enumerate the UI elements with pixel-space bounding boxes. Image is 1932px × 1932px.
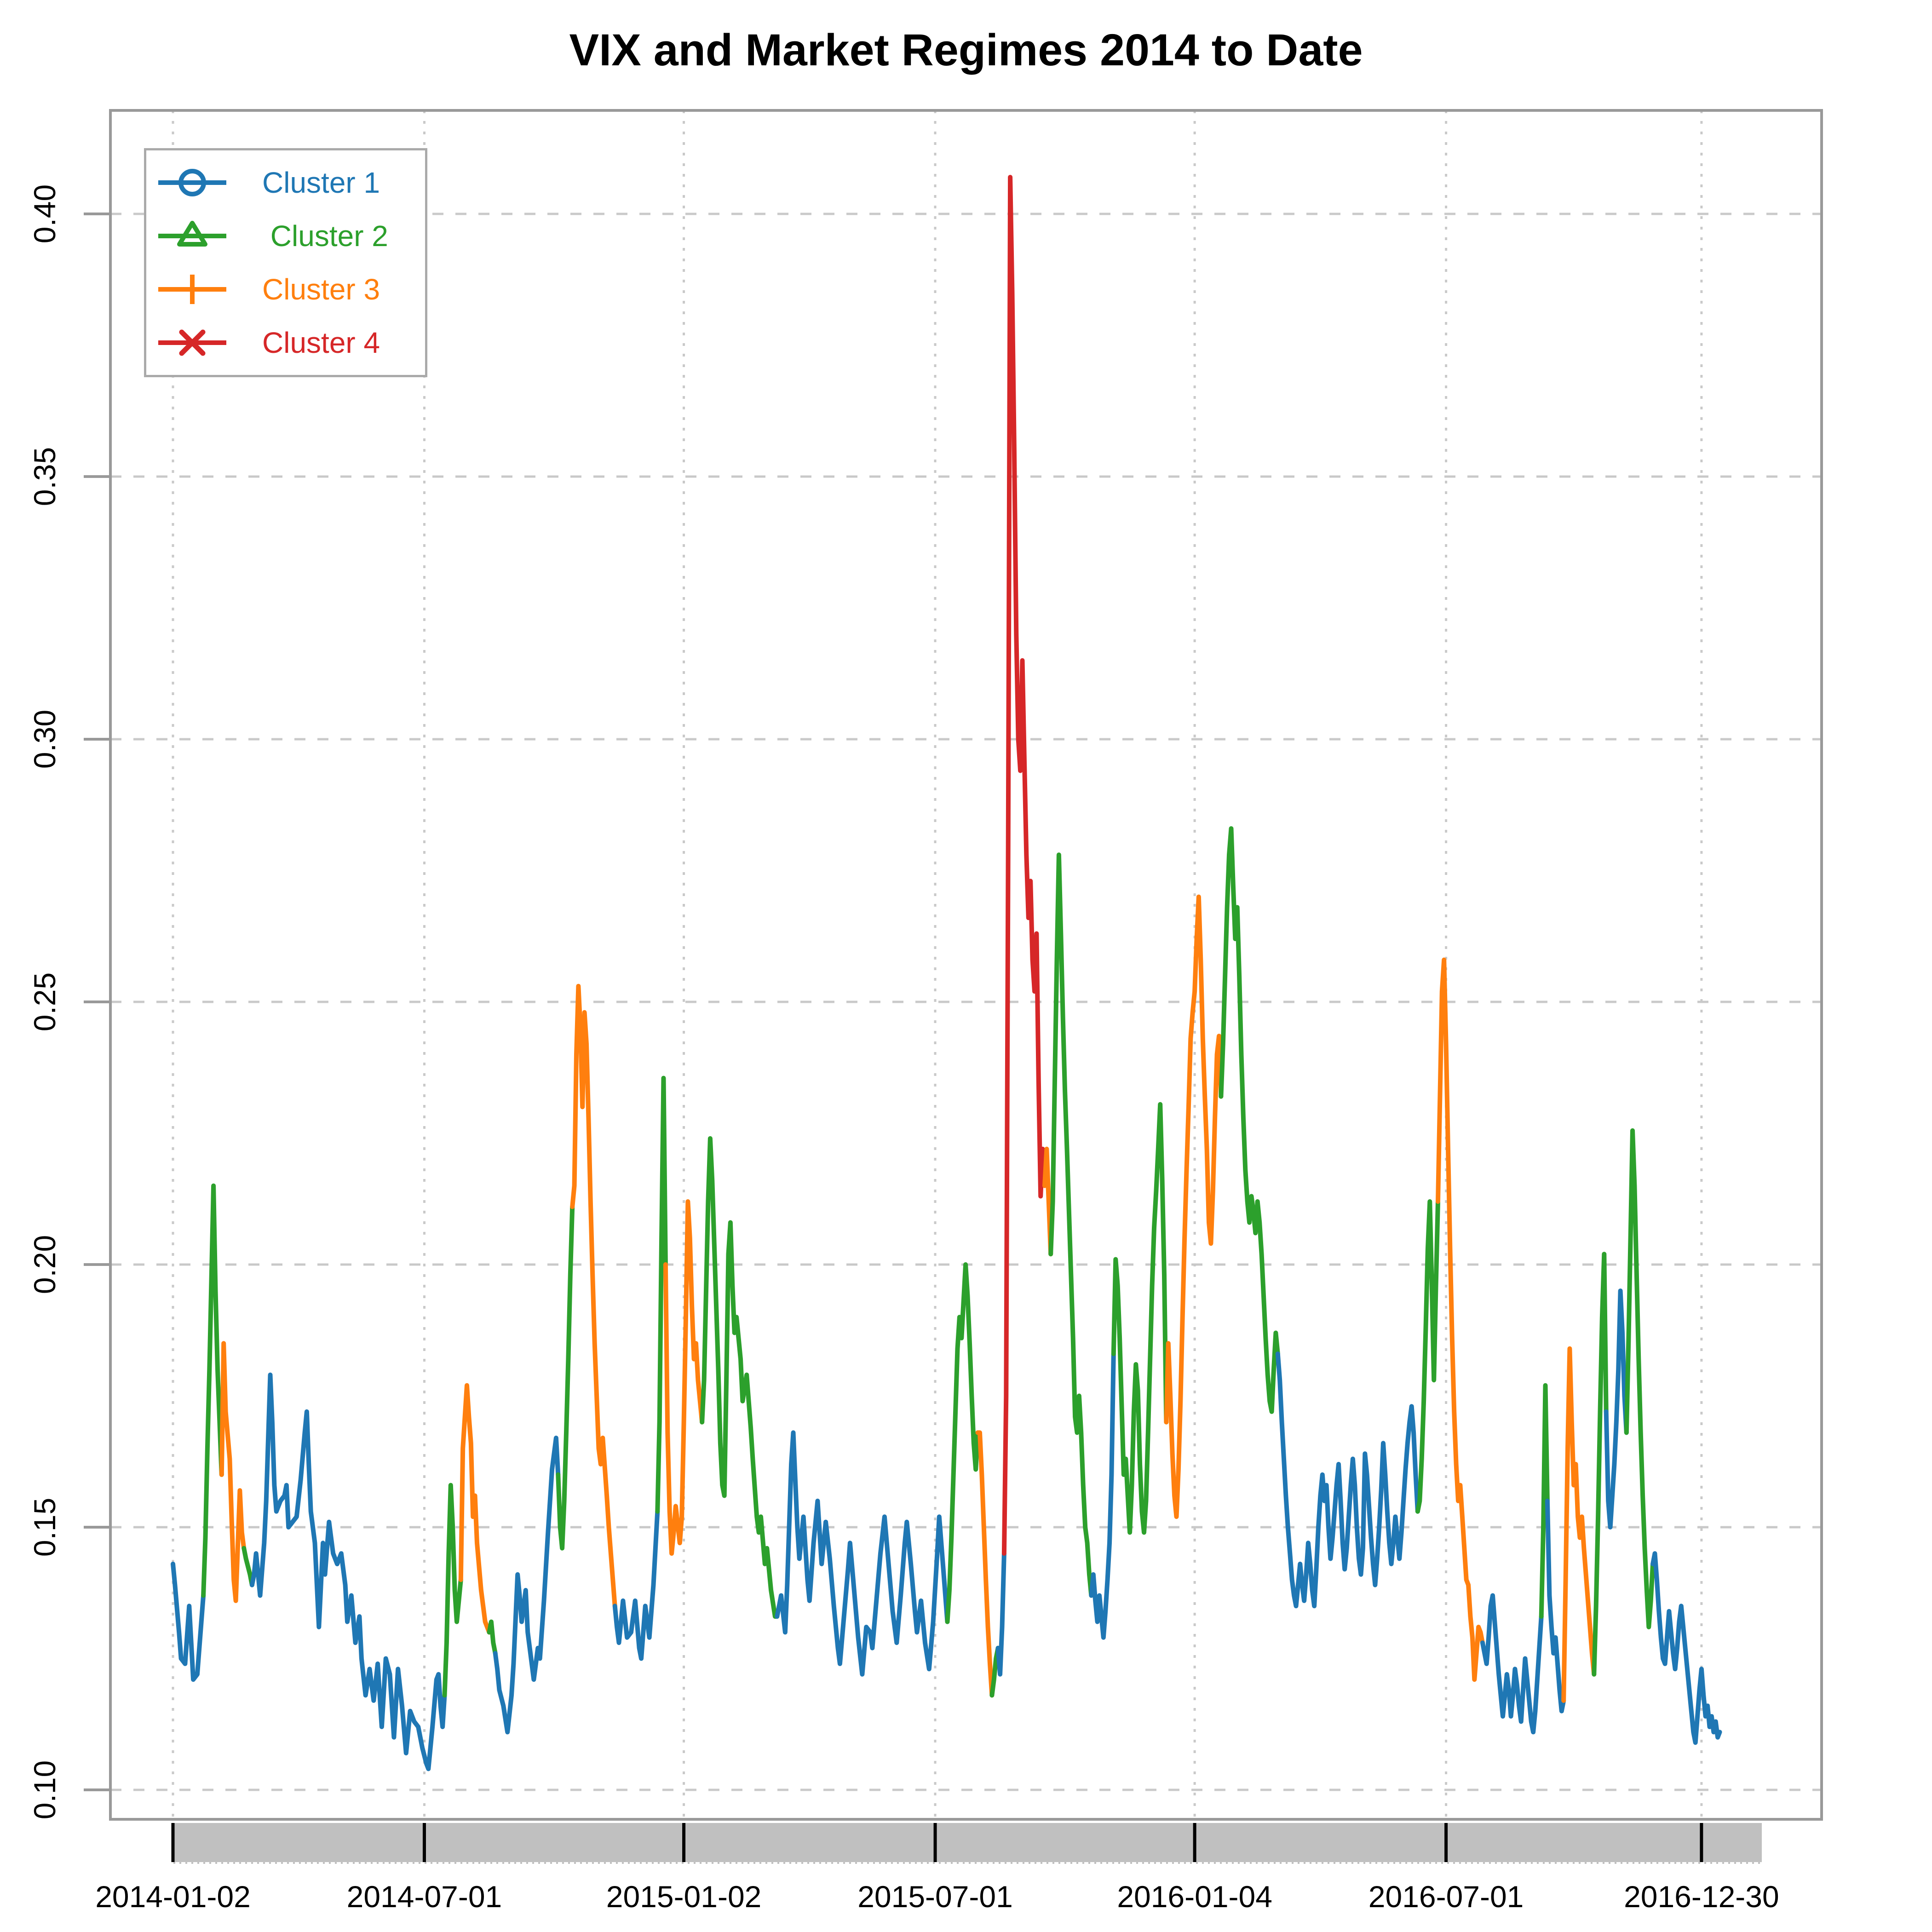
series-segment-cluster-1 xyxy=(171,1561,206,1682)
legend-label: Cluster 3 xyxy=(262,273,380,306)
series-segment-cluster-3 xyxy=(570,983,617,1609)
x-tick-label: 2016-07-01 xyxy=(1368,1880,1524,1914)
series-segment-cluster-1 xyxy=(249,1372,447,1771)
series-segment-cluster-2 xyxy=(700,1136,780,1619)
series-segment-cluster-1 xyxy=(1545,1498,1566,1714)
series-segment-cluster-1 xyxy=(1650,1551,1722,1745)
legend-item-cluster-4: Cluster 4 xyxy=(155,326,425,359)
series-segment-cluster-2 xyxy=(201,1183,224,1598)
x-tick-label: 2014-07-01 xyxy=(347,1880,502,1914)
series-segment-cluster-2 xyxy=(945,1262,980,1624)
x-axis: 2014-01-02 2014-07-01 2015-01-02 2015-07-01… xyxy=(95,1823,1779,1914)
series-segment-cluster-1 xyxy=(493,1435,561,1735)
series-segment-cluster-1 xyxy=(1275,1351,1420,1609)
series-segment-cluster-1 xyxy=(1604,1288,1629,1530)
series-segment-cluster-3 xyxy=(219,1341,247,1603)
series-segment-cluster-1 xyxy=(1480,1593,1544,1735)
chart-title: VIX and Market Regimes 2014 to Date xyxy=(569,25,1363,75)
x-tick-label: 2015-07-01 xyxy=(857,1880,1013,1914)
series-segment-cluster-2 xyxy=(1048,852,1094,1598)
legend-label: Cluster 2 xyxy=(262,219,388,253)
series-segment-cluster-1 xyxy=(775,1430,950,1677)
series-segment-cluster-3 xyxy=(1164,894,1224,1519)
vix-series xyxy=(171,175,1722,1771)
legend-label: Cluster 1 xyxy=(262,166,380,199)
x-tick-label: 2016-12-30 xyxy=(1624,1880,1779,1914)
y-tick-label: 0.15 xyxy=(28,1498,62,1557)
series-segment-cluster-4 xyxy=(1001,175,1047,1556)
y-tick-label: 0.25 xyxy=(28,972,62,1031)
cluster-4-line-x-icon xyxy=(158,329,226,356)
legend-label: Cluster 4 xyxy=(262,326,380,359)
cluster-1-line-circle-icon xyxy=(158,169,226,196)
x-tick-label: 2015-01-02 xyxy=(606,1880,762,1914)
series-segment-cluster-2 xyxy=(1219,826,1280,1414)
x-axis-band xyxy=(173,1823,1762,1862)
series-segment-cluster-3 xyxy=(458,1383,492,1635)
x-tick-label: 2016-01-04 xyxy=(1117,1880,1272,1914)
y-tick-label: 0.35 xyxy=(28,447,62,506)
cluster-2-line-triangle-icon xyxy=(158,221,226,247)
series-segment-cluster-2 xyxy=(442,1483,463,1698)
series-segment-cluster-3 xyxy=(1436,957,1485,1682)
y-tick-label: 0.10 xyxy=(28,1760,62,1819)
legend-item-cluster-1: Cluster 1 xyxy=(155,166,425,199)
y-tick-label: 0.30 xyxy=(28,710,62,769)
series-segment-cluster-2 xyxy=(655,1075,668,1514)
y-tick-label: 0.20 xyxy=(28,1235,62,1294)
legend-item-cluster-2: Cluster 2 xyxy=(155,219,425,253)
x-tick-label: 2014-01-02 xyxy=(95,1880,251,1914)
series-segment-cluster-2 xyxy=(1539,1383,1550,1619)
series-segment-cluster-2 xyxy=(1624,1128,1656,1629)
series-segment-cluster-1 xyxy=(1089,1351,1116,1640)
series-segment-cluster-3 xyxy=(1561,1346,1597,1703)
series-segment-cluster-3 xyxy=(975,1430,995,1698)
cluster-3-line-plus-icon xyxy=(158,275,226,304)
series-segment-cluster-2 xyxy=(1592,1252,1609,1677)
y-tick-label: 0.40 xyxy=(28,184,62,243)
y-axis: 0.10 0.15 0.20 0.25 0.30 0.35 0.40 xyxy=(28,184,110,1819)
series-segment-cluster-3 xyxy=(663,1199,705,1556)
series-segment-cluster-2 xyxy=(487,1619,498,1656)
series-segment-cluster-2 xyxy=(1415,1199,1440,1514)
plot-border xyxy=(109,109,1823,1821)
series-segment-cluster-2 xyxy=(556,1204,575,1551)
legend: Cluster 1 Cluster 2 Cluster 3 Cluster 4 xyxy=(144,148,427,377)
series-segment-cluster-2 xyxy=(1111,1102,1169,1535)
series-segment-cluster-1 xyxy=(612,1509,660,1661)
series-segment-cluster-1 xyxy=(995,1551,1006,1677)
legend-item-cluster-3: Cluster 3 xyxy=(155,273,425,306)
